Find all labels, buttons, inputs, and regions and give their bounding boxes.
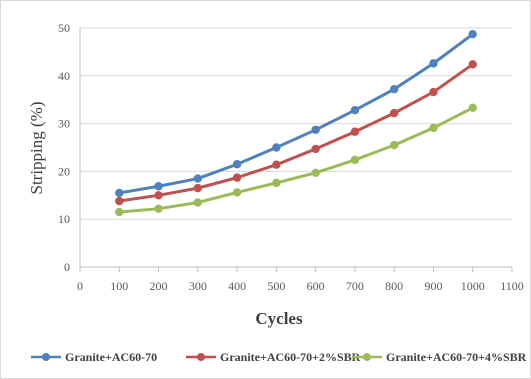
legend-label: Granite+AC60-70+4%SBR xyxy=(386,350,527,364)
data-point xyxy=(389,84,399,94)
y-tick-label: 20 xyxy=(58,164,70,178)
y-tick-labels: 0 10 20 30 40 50 xyxy=(58,21,70,274)
data-point xyxy=(468,30,477,39)
x-tick-labels: 0 100 200 300 400 500 600 700 800 900 1000 1100 xyxy=(77,279,524,293)
legend-item: Granite+AC60-70+2%SBR xyxy=(186,350,361,364)
y-tick-label: 30 xyxy=(58,117,70,131)
y-tick-label: 0 xyxy=(64,260,70,274)
x-tick-label: 300 xyxy=(189,279,207,293)
data-point xyxy=(115,207,124,217)
y-tick-label: 40 xyxy=(58,69,70,83)
y-tick-label: 50 xyxy=(58,21,70,35)
data-point xyxy=(311,168,320,178)
y-axis-title: Stripping (%) xyxy=(27,101,46,194)
data-point xyxy=(272,160,281,169)
data-series xyxy=(115,30,477,217)
data-point xyxy=(154,191,163,200)
y-tick-label: 10 xyxy=(58,212,70,226)
data-point xyxy=(350,106,360,115)
data-point xyxy=(154,204,163,213)
data-point xyxy=(350,127,360,136)
data-point xyxy=(193,198,203,207)
x-tick-label: 500 xyxy=(267,279,285,293)
series-3 xyxy=(115,103,477,217)
legend-swatch-marker xyxy=(197,353,205,361)
data-point xyxy=(193,183,203,193)
series-1 xyxy=(115,30,477,198)
legend-label: Granite+AC60-70 xyxy=(65,350,157,364)
data-point xyxy=(429,87,438,97)
data-point xyxy=(115,188,124,198)
data-point xyxy=(389,108,399,118)
legend: Granite+AC60-70 Granite+AC60-70+2%SBR Gran… xyxy=(31,350,527,364)
data-point xyxy=(232,160,242,169)
data-point xyxy=(115,196,124,206)
x-axis-title: Cycles xyxy=(255,309,303,328)
x-tick-label: 0 xyxy=(77,279,83,293)
data-point xyxy=(429,123,438,133)
x-tick-label: 900 xyxy=(424,279,442,293)
legend-swatch-marker xyxy=(363,353,371,361)
data-point xyxy=(232,188,242,197)
legend-item: Granite+AC60-70+4%SBR xyxy=(352,350,527,364)
x-tick-label: 600 xyxy=(307,279,325,293)
data-point xyxy=(232,173,242,182)
x-tick-label: 200 xyxy=(150,279,168,293)
gridlines xyxy=(80,27,512,220)
data-point xyxy=(311,125,320,135)
series-2 xyxy=(115,60,477,206)
data-point xyxy=(193,174,203,183)
data-point xyxy=(272,178,281,188)
data-point xyxy=(154,182,163,191)
series-line xyxy=(119,63,474,203)
legend-item: Granite+AC60-70 xyxy=(31,350,157,364)
data-point xyxy=(468,103,477,113)
x-tick-label: 100 xyxy=(110,279,128,293)
x-tick-label: 400 xyxy=(228,279,246,293)
series-line xyxy=(119,106,474,214)
data-point xyxy=(429,59,438,68)
x-tick-label: 1100 xyxy=(500,279,524,293)
axes xyxy=(79,28,513,272)
data-point xyxy=(272,143,281,152)
x-tick-label: 700 xyxy=(346,279,364,293)
data-point xyxy=(311,144,320,154)
x-tick-label: 800 xyxy=(385,279,403,293)
data-point xyxy=(389,140,399,150)
data-point xyxy=(468,60,477,69)
data-point xyxy=(350,155,360,165)
x-tick-label: 1000 xyxy=(461,279,485,293)
legend-swatch-marker xyxy=(42,353,50,361)
series-line xyxy=(119,33,474,195)
legend-label: Granite+AC60-70+2%SBR xyxy=(220,350,361,364)
